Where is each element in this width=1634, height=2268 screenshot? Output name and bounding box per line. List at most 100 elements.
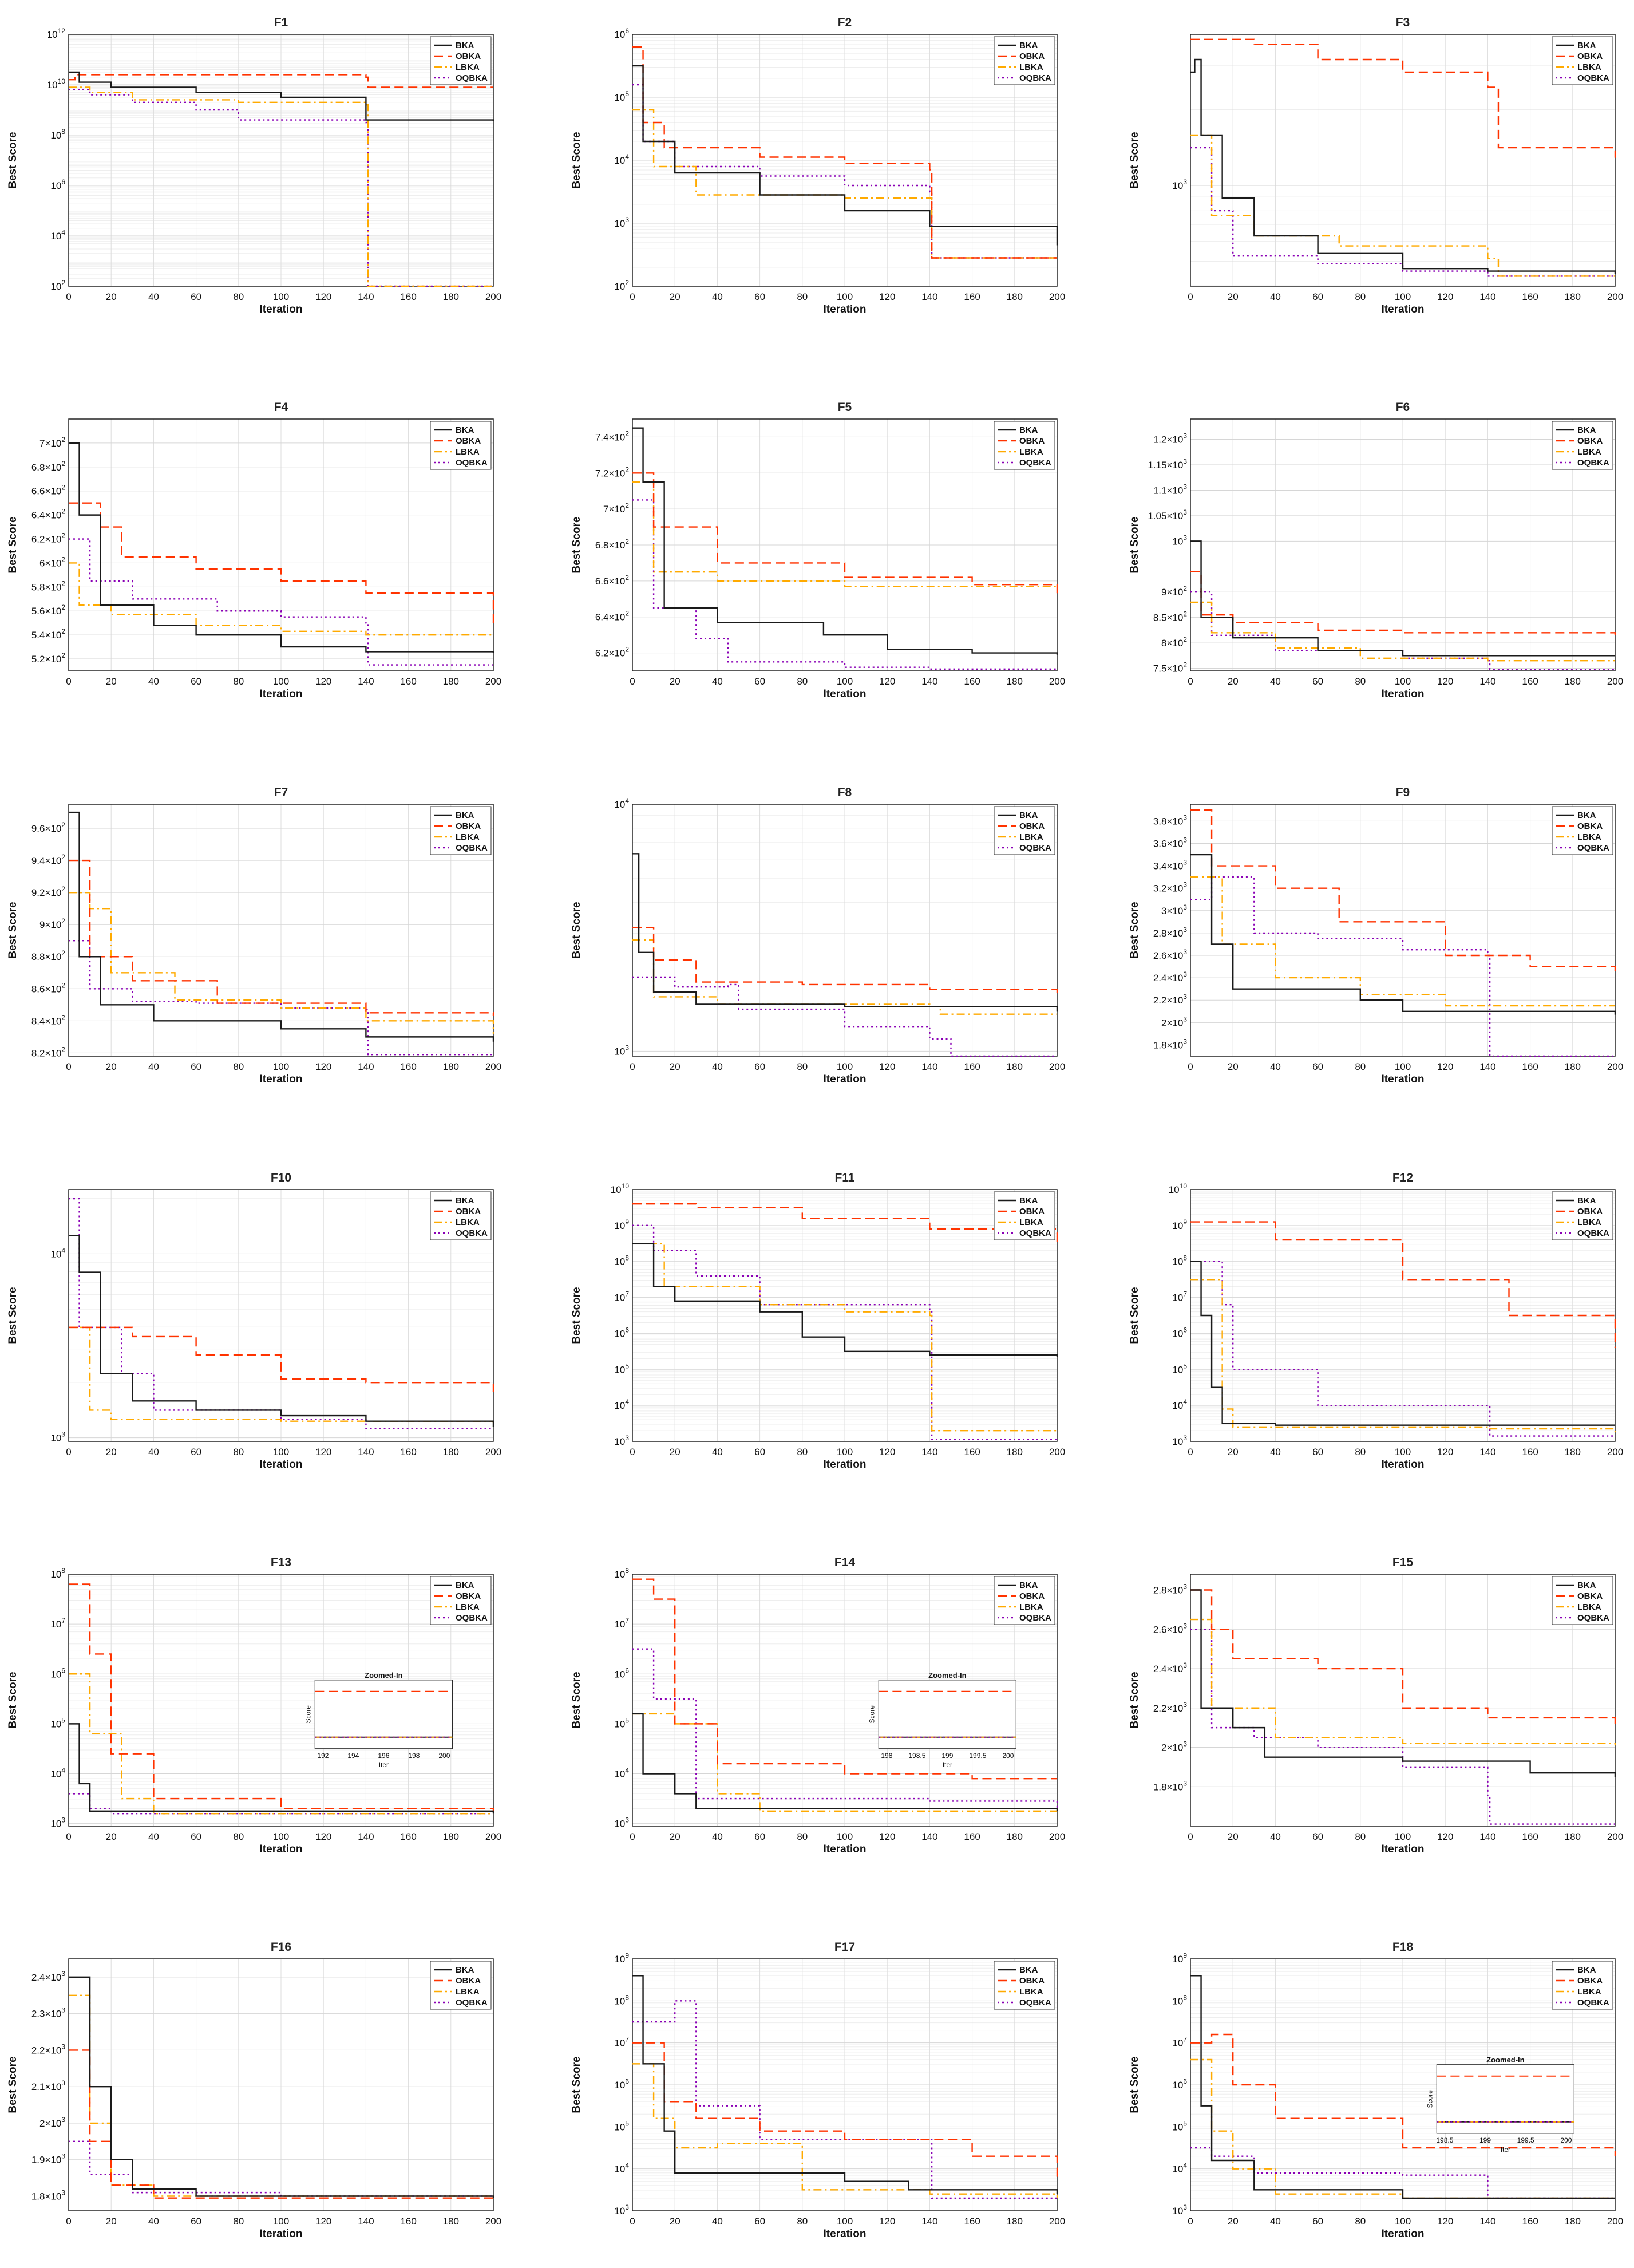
chart-svg: 103 104 105 106 107 108 109 1010 0 20 40 60 80 100 120… — [1129, 1171, 1623, 1471]
x-tick-label: 80 — [233, 291, 244, 302]
x-tick-label: 120 — [1437, 2216, 1453, 2227]
chart-panel-f10: 103 104 0 20 40 60 80 100 120 140 160 180 200 F10 Iter… — [0, 1155, 515, 1499]
x-tick-label: 60 — [191, 1447, 201, 1457]
series-line-oqbka — [632, 499, 1057, 670]
x-tick-label: 180 — [443, 2216, 459, 2227]
inset-frame — [314, 1680, 453, 1749]
legend-label-obka: OBKA — [456, 1591, 481, 1601]
y-tick-label: 8.6×102 — [31, 981, 65, 994]
legend-label-obka: OBKA — [1019, 436, 1045, 446]
x-tick-label: 100 — [1395, 1447, 1411, 1457]
plot-frame — [632, 1574, 1058, 1827]
y-tick-label: 106 — [614, 1666, 629, 1680]
y-tick-label: 2.6×103 — [1153, 1622, 1187, 1635]
y-tick-label: 8.5×102 — [1153, 610, 1187, 623]
series-line-bka — [69, 442, 494, 653]
x-tick-label: 0 — [630, 676, 635, 687]
x-tick-label: 180 — [443, 1061, 459, 1072]
inset-x-tick: 200 — [1560, 2136, 1572, 2144]
y-tick-label: 103 — [614, 216, 629, 229]
y-tick-label: 103 — [614, 1434, 629, 1447]
y-tick-label: 1010 — [611, 1182, 630, 1195]
plot-frame — [1190, 804, 1616, 1057]
y-tick-label: 2.1×103 — [31, 2079, 65, 2092]
x-tick-label: 120 — [879, 1831, 895, 1842]
legend-label-lbka: LBKA — [1577, 62, 1601, 72]
x-tick-label: 40 — [1270, 676, 1281, 687]
y-tick-label: 105 — [614, 1362, 629, 1375]
x-tick-label: 160 — [964, 291, 980, 302]
series-line-obka — [1190, 38, 1616, 158]
series-line-obka — [1190, 571, 1616, 635]
y-tick-label: 8.8×102 — [31, 949, 65, 962]
y-tick-label: 8.4×102 — [31, 1013, 65, 1026]
chart-panel-f15: 1.8×103 2×103 2.2×103 2.4×103 2.6×103 2.8×103… — [1122, 1540, 1634, 1883]
x-tick-label: 140 — [358, 1831, 374, 1842]
y-tick-label: 6.6×102 — [595, 574, 629, 587]
x-tick-label: 200 — [1607, 2216, 1623, 2227]
legend-label-oqbka: OQBKA — [456, 458, 488, 468]
x-tick-label: 0 — [66, 1831, 71, 1842]
y-tick-label: 103 — [50, 1816, 65, 1830]
legend-label-lbka: LBKA — [1019, 1602, 1043, 1612]
y-axis-label: Best Score — [571, 902, 583, 958]
chart-svg: 103 104 105 106 107 108 0 20 40 60 80 100 120 140 160 1… — [7, 1556, 501, 1855]
chart-svg: 103 104 105 106 107 108 0 20 40 60 80 100 120 140 160 1… — [571, 1556, 1065, 1855]
x-tick-label: 40 — [712, 676, 723, 687]
chart-svg: 103 104 105 106 107 108 109 0 20 40 60 80 100 120 140 1… — [571, 1941, 1065, 2240]
chart-svg: 7.5×102 8×102 8.5×102 9×102 103 1.05×103 1.1×1… — [1129, 401, 1623, 700]
y-tick-label: 109 — [1172, 1218, 1187, 1231]
y-tick-label: 109 — [614, 1218, 629, 1231]
legend-label-bka: BKA — [1577, 1581, 1596, 1590]
y-tick-label: 103 — [1172, 534, 1187, 547]
x-tick-label: 80 — [233, 1447, 244, 1457]
x-tick-label: 200 — [1049, 1831, 1065, 1842]
inset-frame — [878, 1680, 1016, 1749]
x-tick-label: 60 — [191, 1831, 201, 1842]
chart-title: F8 — [838, 786, 852, 799]
series-line-obka — [632, 1578, 1057, 1780]
x-tick-label: 140 — [358, 1061, 374, 1072]
x-axis-label: Iteration — [824, 688, 867, 700]
y-tick-label: 107 — [614, 2036, 629, 2049]
inset-x-label: Iter — [1501, 2145, 1510, 2154]
x-tick-label: 0 — [1188, 1447, 1193, 1457]
legend-label-obka: OBKA — [1019, 1207, 1045, 1216]
series-line-bka — [69, 1723, 494, 1814]
chart-title: F17 — [834, 1941, 855, 1954]
x-tick-label: 160 — [400, 1831, 416, 1842]
series-line-oqbka — [632, 976, 1057, 1057]
x-tick-label: 0 — [66, 2216, 71, 2227]
y-tick-label: 1.2×103 — [1153, 432, 1187, 445]
series-line-obka — [1190, 2033, 1616, 2156]
y-tick-label: 104 — [614, 1398, 629, 1411]
y-tick-label: 108 — [50, 128, 65, 141]
x-tick-label: 200 — [1049, 676, 1065, 687]
legend-label-obka: OBKA — [1577, 1976, 1603, 1986]
plot-frame — [68, 1574, 494, 1827]
inset-x-label: Iter — [379, 1761, 389, 1769]
legend-label-obka: OBKA — [1019, 1976, 1045, 1986]
series-line-bka — [1190, 1975, 1615, 2199]
x-tick-label: 80 — [233, 1831, 244, 1842]
x-tick-label: 20 — [670, 1831, 680, 1842]
y-tick-label: 108 — [614, 1567, 629, 1580]
y-axis-label: Best Score — [7, 1672, 19, 1728]
x-tick-label: 0 — [630, 1831, 635, 1842]
x-tick-label: 160 — [1522, 291, 1538, 302]
legend-label-bka: BKA — [1577, 41, 1596, 50]
y-axis-label: Best Score — [571, 1672, 583, 1728]
x-tick-label: 0 — [1188, 2216, 1193, 2227]
y-tick-label: 104 — [614, 2162, 629, 2175]
legend-label-bka: BKA — [456, 1965, 474, 1975]
x-tick-label: 40 — [712, 1447, 723, 1457]
chart-title: F7 — [274, 786, 288, 799]
inset-x-tick: 199 — [1479, 2136, 1491, 2144]
x-tick-label: 140 — [921, 291, 937, 302]
legend-label-bka: BKA — [456, 1581, 474, 1590]
x-tick-label: 0 — [630, 1447, 635, 1457]
plot-frame — [68, 418, 494, 671]
x-tick-label: 120 — [879, 1061, 895, 1072]
x-tick-label: 140 — [921, 676, 937, 687]
legend-label-oqbka: OQBKA — [456, 1228, 488, 1238]
